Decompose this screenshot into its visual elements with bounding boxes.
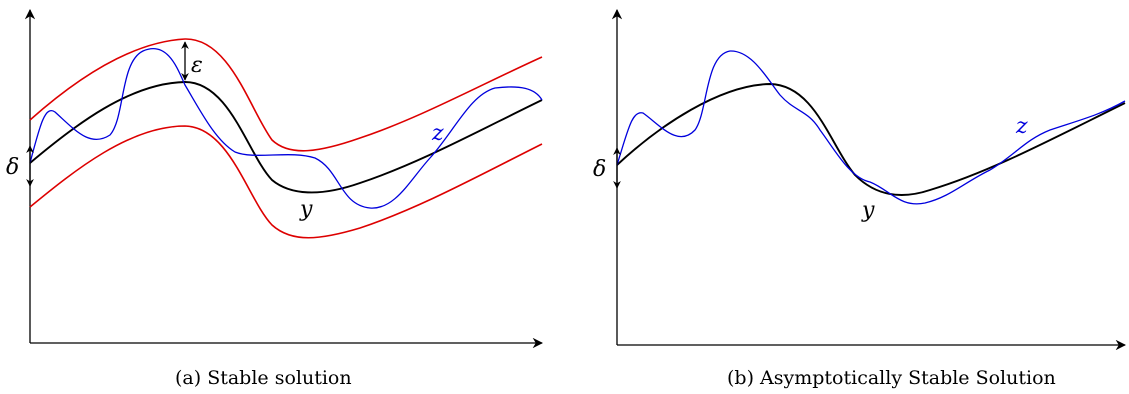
panel-a-label-epsilon: ε: [191, 53, 203, 78]
panel-a: ε δ y z (a) Stable solution: [6, 8, 544, 389]
panel-b-perturbed-z-curve: [616, 50, 1126, 205]
panel-a-lower-epsilon-curve: [29, 125, 543, 239]
panel-a-caption: (a) Stable solution: [175, 367, 352, 389]
panel-b-caption: (b) Asymptotically Stable Solution: [727, 367, 1056, 389]
panel-a-upper-epsilon-curve: [29, 38, 543, 152]
panel-b: δ y z (b) Asymptotically Stable Solution: [593, 8, 1127, 389]
panel-b-label-y: y: [861, 198, 875, 223]
panel-a-perturbed-z-curve: [29, 48, 543, 209]
panel-b-label-z: z: [1015, 114, 1028, 139]
panel-a-label-z: z: [431, 121, 444, 146]
panel-a-solution-y-curve: [29, 81, 543, 194]
panel-a-label-delta: δ: [6, 155, 19, 180]
panel-b-label-delta: δ: [593, 157, 606, 182]
panel-a-label-y: y: [299, 197, 313, 222]
panel-b-solution-y-curve: [616, 83, 1126, 196]
